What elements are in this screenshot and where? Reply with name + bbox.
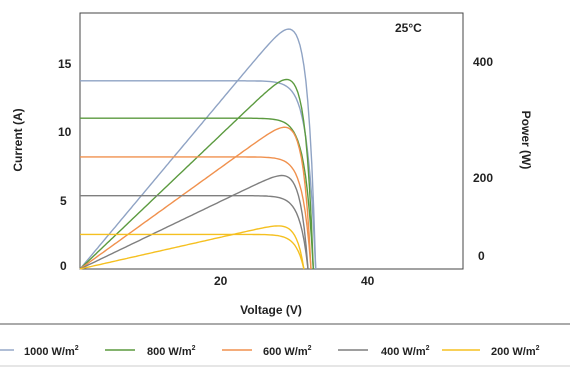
y-right-tick-400: 400 [473,55,493,69]
pv-curve-1 [79,78,314,270]
pv-curve-4 [79,225,305,270]
pv-curve-3 [79,174,309,270]
legend-label-2: 600 W/m2 [263,345,312,358]
x-tick-40: 40 [361,274,375,288]
curves-group [79,28,317,270]
y-left-tick-10: 10 [58,125,72,139]
legend-label-3: 400 W/m2 [381,345,430,358]
legend-label-4: 200 W/m2 [491,345,540,358]
y-right-axis-title: Power (W) [519,111,533,170]
x-ticks: 20 40 [214,274,375,288]
legend-label-1: 800 W/m2 [147,345,196,358]
iv-curve-0 [80,80,317,270]
iv-curve-3 [80,195,309,270]
y-left-ticks: 15 10 5 0 [58,57,72,273]
y-left-tick-15: 15 [58,57,72,71]
plot-frame [79,12,464,270]
pv-curve-0 [79,28,317,270]
pv-curve-2 [79,126,312,270]
y-left-axis-title: Current (A) [11,108,25,171]
legend: 1000 W/m2 800 W/m2 600 W/m2 400 W/m2 200 W/m… [0,345,540,358]
x-axis-title: Voltage (V) [240,303,302,317]
y-right-ticks: 400 200 0 [473,55,493,263]
iv-curve-1 [80,117,314,270]
y-right-tick-0: 0 [478,249,485,263]
legend-label-0: 1000 W/m2 [24,345,79,358]
iv-curve-2 [80,156,312,270]
x-tick-20: 20 [214,274,228,288]
iv-curve-4 [80,233,305,270]
y-left-tick-5: 5 [60,194,67,208]
y-right-tick-200: 200 [473,171,493,185]
temperature-annotation: 25°C [395,21,422,35]
y-left-tick-0: 0 [60,259,67,273]
